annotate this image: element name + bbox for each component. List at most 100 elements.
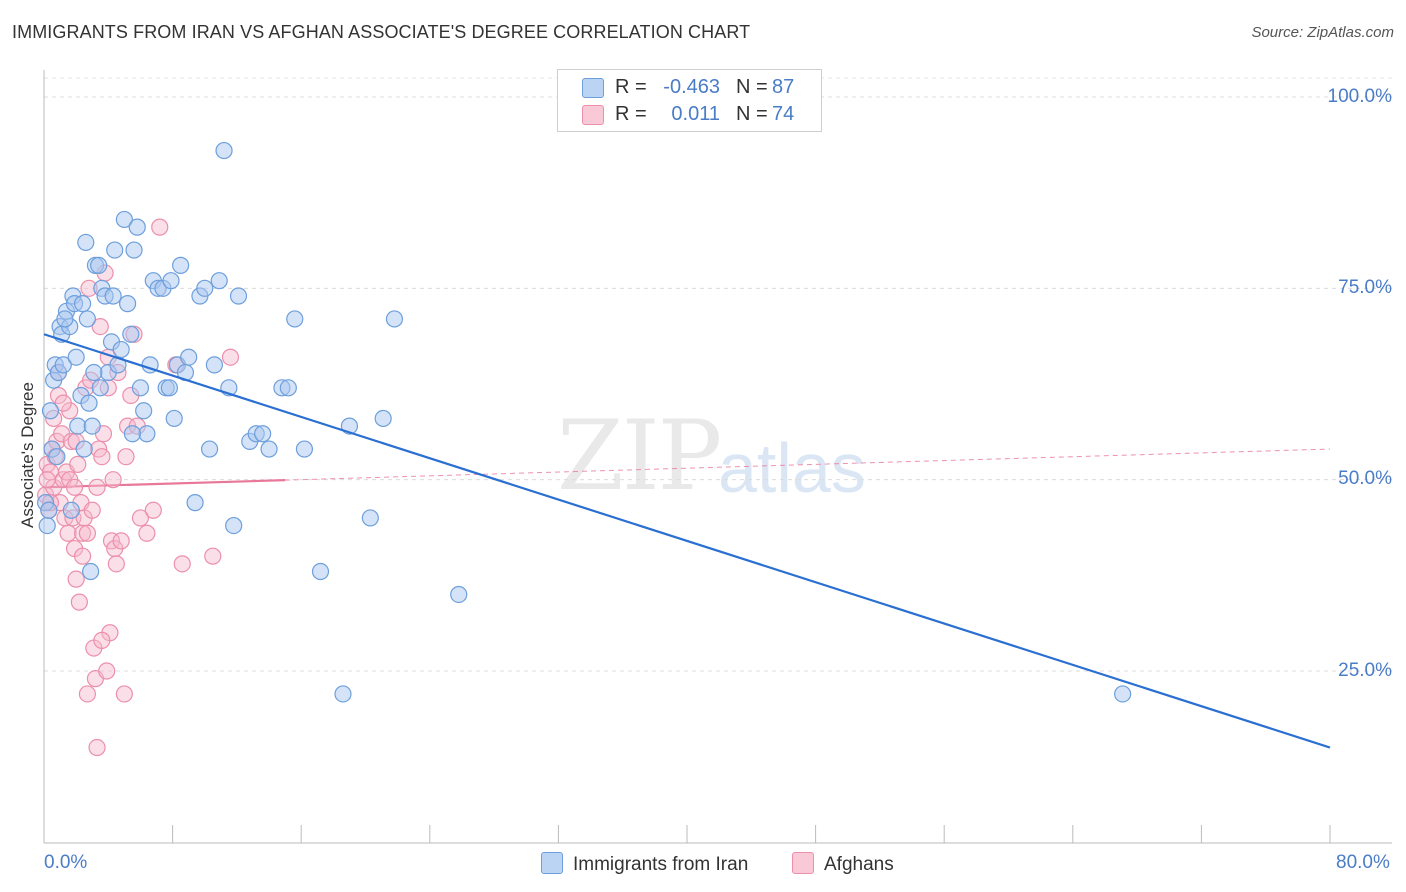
afghan-point — [151, 218, 169, 236]
iran-point — [123, 425, 142, 443]
iran-point — [215, 141, 233, 160]
iran-point — [260, 440, 278, 458]
afghan-point — [93, 631, 111, 649]
iran-point — [165, 409, 183, 428]
legend-r-label: R = — [615, 76, 647, 98]
iran-point — [48, 448, 66, 466]
y-tick-label-75: 75.0% — [1338, 277, 1392, 298]
iran-point — [104, 287, 122, 305]
afghan-point — [78, 524, 97, 542]
iran-point — [41, 402, 60, 420]
iran-point — [125, 241, 143, 259]
legend-label-iran: Immigrants from Iran — [573, 854, 749, 875]
afghan-point — [62, 432, 80, 450]
afghan-point — [91, 318, 109, 336]
x-tick-label-max: 80.0% — [1336, 852, 1390, 873]
iran-point — [450, 585, 468, 604]
iran-point — [106, 241, 124, 259]
iran-points — [37, 141, 1132, 703]
y-tick-label-50: 50.0% — [1338, 468, 1392, 489]
iran-point — [73, 295, 92, 313]
y-tick-label-25: 25.0% — [1338, 660, 1392, 681]
iran-point — [112, 340, 130, 359]
afghan-point — [65, 478, 84, 496]
legend-r-value-iran: -0.463 — [663, 76, 720, 98]
iran-trend-group — [43, 333, 1331, 749]
iran-point — [254, 425, 272, 443]
iran-point — [186, 494, 204, 512]
iran-point — [196, 279, 214, 297]
afghan-point — [88, 478, 106, 496]
afghan-swatch — [792, 852, 814, 874]
iran-point — [122, 325, 140, 343]
iran-trend-line — [43, 333, 1331, 749]
afghan-point — [115, 685, 133, 703]
chart-title: IMMIGRANTS FROM IRAN VS AFGHAN ASSOCIATE… — [12, 22, 751, 42]
afghan-point — [59, 524, 77, 542]
iran-point — [75, 440, 93, 458]
legend-n-label: N = — [736, 76, 768, 98]
iran-point — [334, 685, 352, 703]
legend-r-value-afghan: 0.011 — [671, 103, 720, 125]
iran-point — [118, 295, 137, 313]
axes — [43, 70, 1392, 844]
afghan-point — [54, 394, 72, 412]
iran-point — [311, 562, 330, 581]
iran-point — [40, 501, 58, 519]
iran-point — [62, 501, 80, 519]
watermark-atlas: atlas — [718, 429, 866, 507]
legend-n-label: N = — [736, 103, 768, 125]
afghan-trend-line-dashed — [285, 448, 1331, 481]
iran-point — [374, 409, 392, 428]
afghan-point — [70, 593, 88, 611]
iran-point — [205, 356, 223, 374]
y-tick-label-100: 100.0% — [1327, 86, 1392, 107]
afghan-point — [173, 555, 191, 573]
iran-point — [131, 379, 150, 397]
correlation-legend: R = -0.463 N = 87 R = 0.011 N = 74 — [557, 69, 822, 132]
afghan-point — [131, 509, 150, 527]
iran-point — [56, 310, 74, 328]
x-tick-label-min: 0.0% — [44, 852, 88, 873]
iran-swatch — [582, 78, 604, 98]
afghan-point — [67, 570, 85, 588]
afghan-point — [38, 471, 56, 489]
iran-point — [82, 562, 100, 581]
legend-r-label: R = — [615, 103, 647, 125]
iran-point — [38, 516, 56, 535]
afghan-point — [117, 448, 135, 466]
bottom-legend-iran: Immigrants from Iran — [541, 852, 748, 878]
iran-point — [67, 348, 85, 366]
afghan-point — [204, 547, 222, 565]
iran-point — [138, 425, 156, 443]
watermark-zip: ZIP — [557, 400, 722, 512]
legend-n-value-iran: 87 — [772, 76, 795, 98]
afghan-point — [78, 685, 97, 703]
source-label: Source: ZipAtlas.com — [1251, 24, 1394, 41]
legend-n-value-afghan: 74 — [772, 103, 795, 125]
iran-point — [279, 379, 297, 397]
iran-point — [286, 310, 304, 328]
iran-point — [54, 356, 72, 374]
grid-lines — [44, 77, 1392, 672]
iran-point — [229, 287, 248, 305]
afghan-trend-group — [43, 448, 1331, 489]
afghan-point — [98, 662, 116, 680]
bottom-legend-afghan: Afghans — [792, 852, 894, 878]
iran-point — [91, 379, 109, 397]
iran-point — [361, 509, 379, 527]
afghan-point — [69, 455, 87, 473]
iran-point — [162, 272, 180, 290]
iran-point — [295, 440, 314, 458]
legend-label-afghan: Afghans — [824, 854, 894, 875]
iran-point — [80, 394, 98, 412]
iran-point — [180, 348, 198, 366]
iran-point — [1114, 685, 1132, 703]
afghan-point — [93, 448, 111, 466]
afghan-point — [144, 501, 162, 519]
iran-point — [172, 256, 190, 274]
iran-point — [77, 233, 95, 252]
iran-point — [200, 440, 219, 458]
iran-point — [90, 256, 108, 274]
